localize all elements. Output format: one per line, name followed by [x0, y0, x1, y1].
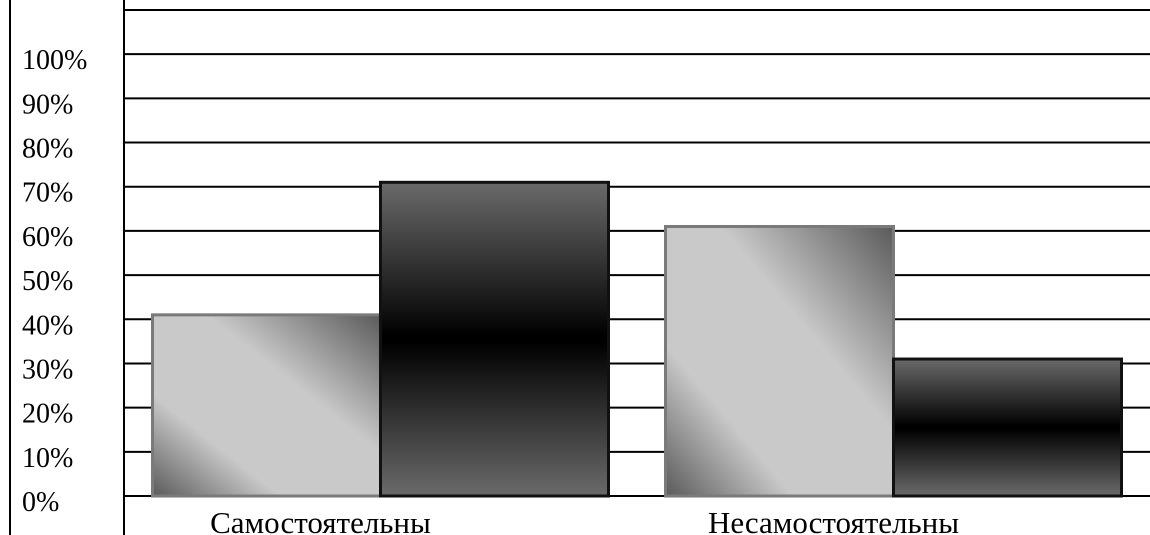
bar — [892, 357, 1123, 498]
y-tick-label: 10% — [22, 443, 73, 474]
y-tick-label: 0% — [22, 487, 59, 518]
x-category-label: Несамостоятельны — [708, 505, 959, 535]
bars — [151, 180, 1123, 498]
y-tick-label: 50% — [22, 266, 73, 297]
y-tick-label: 100% — [22, 45, 87, 76]
y-tick-label: 60% — [22, 222, 73, 253]
bar — [151, 313, 382, 498]
bar — [664, 224, 895, 498]
x-category-label: Самостоятельны — [210, 505, 431, 535]
bar — [379, 180, 610, 498]
y-tick-label: 90% — [22, 89, 73, 120]
y-tick-label: 40% — [22, 310, 73, 341]
y-tick-label: 20% — [22, 399, 73, 430]
labels: 0% 10% 20% 30% 40% 50% 60% 70% 80% 90% 100% Самосто… — [22, 45, 959, 535]
y-tick-label: 80% — [22, 134, 73, 165]
y-tick-label: 30% — [22, 354, 73, 385]
y-tick-label: 70% — [22, 178, 73, 209]
